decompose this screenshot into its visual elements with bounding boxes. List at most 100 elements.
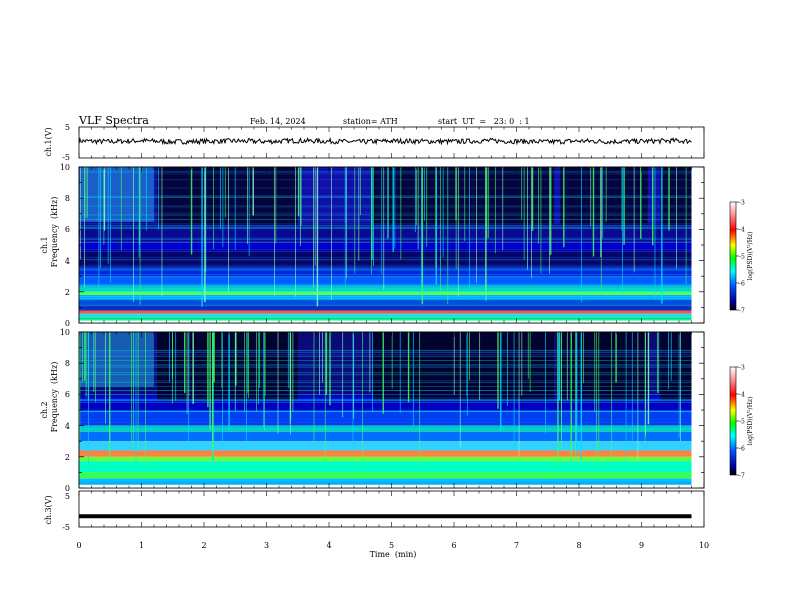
spectrogram-quiet-block [157,167,298,225]
ch1-spec-ytick-2: 2 [65,288,70,297]
ch1-spec-ytick-6: 6 [65,225,70,234]
spectrogram-band [79,478,692,485]
spectrogram-band [79,266,692,277]
spectrogram-quiet-block [372,167,554,225]
spectrogram-empty-region [691,332,704,488]
ch2-colorbar-gradient [729,366,737,476]
spectrogram-quiet-block [560,332,648,401]
time-tick-label: 10 [699,541,709,550]
ch3-ytick-bottom: -5 [62,523,70,532]
spectrogram-quiet-block [660,332,692,401]
colorbar-tick-label: -5 [739,254,745,261]
spectrogram-band [79,313,692,318]
ch1-spec-ytick-0: 0 [65,319,70,328]
spectrogram-band [79,305,692,311]
ch3-ytick-top: 5 [65,492,70,501]
ch3-waveform-panel: 5 -5 ch.3(V) [44,490,705,532]
spectrogram-band [79,461,692,473]
ch1-waveform-trace [78,136,692,146]
spectrogram-band [79,291,692,295]
spectrogram-band [79,431,692,442]
colorbar-tick-label: -7 [739,473,745,480]
ch2-spec-ytick-0: 0 [65,484,70,493]
ch2-spec-ytick-8: 8 [65,359,70,368]
spectrogram-empty-region [691,167,704,323]
spectrogram-band [79,320,692,323]
spectrogram-band [79,484,692,488]
ch2-spectrogram-image [78,332,704,488]
time-tick-label: 2 [201,541,206,550]
spectrogram-noise-region [79,167,154,222]
colorbar-tick-label: -5 [739,419,745,426]
colorbar-tick-label: -4 [739,227,745,234]
time-tick-label: 5 [389,541,394,550]
ch1-spectrogram-panel: 0 2 4 6 8 10 ch.1 Frequency (kHz) [40,163,705,328]
time-tick-label: 4 [326,541,331,550]
ch2-colorbar: -3 -4 -5 -6 -7 log(PSD)(V²/Hz) [729,365,754,480]
time-tick-label: 6 [451,541,456,550]
ch2-spec-ylabel: ch.2 [40,401,49,418]
colorbar-tick-label: -4 [739,392,745,399]
spectrogram-band [79,410,692,426]
date-label: Feb. 14, 2024 [250,117,306,126]
spectrogram-band [79,299,692,306]
ch1-spec-ytick-8: 8 [65,194,70,203]
spectrogram-band [79,276,692,286]
spectrogram-quiet-block [660,167,692,225]
ch1-spec-ylabel: ch.1 [40,236,49,253]
ch2-spec-ylabel-frequency: Frequency (kHz) [50,362,59,433]
ch1-waveform-panel: 5 -5 ch.1(V) [44,123,705,162]
spectrogram-band [79,317,692,321]
colorbar-tick-label: -7 [739,308,745,315]
ch1-colorbar: -3 -4 -5 -6 -7 log(PSD)(V²/Hz) [729,200,754,315]
time-tick-label: 8 [576,541,581,550]
ch1-spec-ylabel-frequency: Frequency (kHz) [50,197,59,268]
time-tick-label: 9 [639,541,644,550]
spectrogram-quiet-block [157,332,298,401]
colorbar-tick-label: -3 [739,200,745,207]
ch1-ytick-bottom: -5 [62,153,70,162]
figure-title: VLF Spectra [78,114,149,127]
spectrogram-quiet-block [560,167,648,225]
colorbar-tick-label: -6 [739,281,745,288]
ch2-colorbar-label: log(PSD)(V²/Hz) [747,397,754,446]
spectrogram-noise-region [79,332,154,387]
time-tick-label: 1 [139,541,144,550]
ch2-spec-ytick-10: 10 [60,328,70,337]
ch1-spec-ytick-4: 4 [65,257,70,266]
ch1-spectrogram-image [79,167,704,323]
ch2-spec-ytick-2: 2 [65,453,70,462]
ch2-spec-ytick-4: 4 [65,422,70,431]
time-tick-label: 7 [514,541,519,550]
ch1-colorbar-gradient [729,201,737,311]
spectrogram-band [79,472,692,479]
time-axis: 0 1 2 3 4 5 6 7 8 9 10 [76,127,709,550]
spectrogram-band [79,251,692,267]
ch3-waveform-frame [78,490,705,528]
spectrogram-band [79,456,692,462]
spectrogram-band [79,450,692,457]
start-time-label: start UT = 23: 0 : 1 [438,117,530,126]
station-label: station= ATH [343,117,398,126]
time-tick-label: 3 [264,541,269,550]
time-tick-label: 0 [76,541,81,550]
time-axis-label: Time (min) [370,550,417,559]
ch3-ylabel: ch.3(V) [44,495,53,524]
spectrogram-band [79,441,692,451]
spectrogram-band [79,425,692,432]
ch2-spectrogram-panel: 0 2 4 6 8 10 ch.2 Frequency (kHz) [40,328,705,493]
colorbar-tick-label: -6 [739,446,745,453]
ch1-waveform-frame [78,126,705,159]
spectrogram-band [79,294,692,300]
ch1-spec-ytick-10: 10 [60,163,70,172]
colorbar-tick-label: -3 [739,365,745,372]
ch2-spec-ytick-6: 6 [65,390,70,399]
spectrogram-quiet-block [372,332,554,401]
spectrogram-band [79,310,692,314]
ch1-ylabel: ch.1(V) [44,127,53,156]
ch1-ytick-top: 5 [65,123,70,132]
spectrogram-band [79,285,692,292]
ch1-colorbar-label: log(PSD)(V²/Hz) [747,232,754,281]
spectrogram-band [79,241,692,252]
